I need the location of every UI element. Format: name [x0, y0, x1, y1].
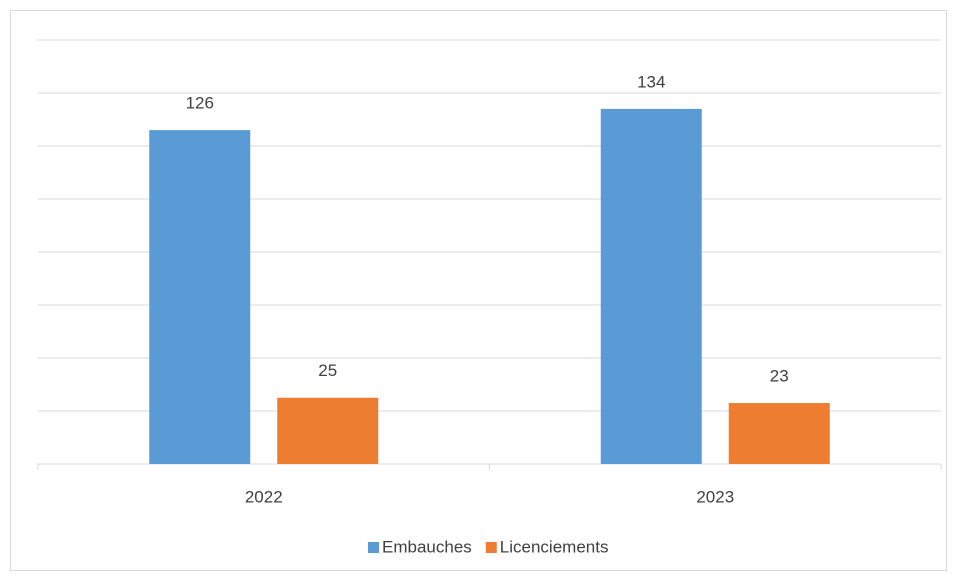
legend-swatch	[485, 542, 497, 553]
bar	[728, 403, 830, 464]
x-tick-label: 2023	[696, 487, 734, 506]
legend-label: Licenciements	[500, 537, 609, 556]
bar	[277, 397, 379, 464]
bar	[600, 108, 702, 465]
data-label: 126	[186, 94, 214, 113]
x-tick-label: 2022	[245, 487, 283, 506]
bar	[149, 130, 251, 464]
legend-label: Embauches	[382, 537, 472, 556]
data-label: 25	[318, 361, 337, 380]
data-label: 23	[770, 367, 789, 386]
legend-swatch	[368, 542, 379, 553]
data-label: 134	[637, 72, 665, 91]
